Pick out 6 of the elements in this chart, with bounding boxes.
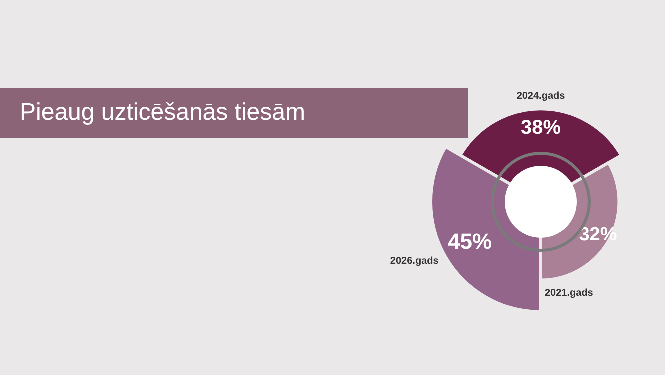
text: Pieaug uzticēšanās tiesām (0, 88, 468, 138)
data-label: 38% (520, 117, 562, 140)
category-label: 2024.gads (516, 90, 566, 102)
data-label: 45% (448, 229, 492, 254)
category-label: 2026.gads (390, 256, 440, 267)
category-label: 2021.gads (545, 288, 594, 299)
